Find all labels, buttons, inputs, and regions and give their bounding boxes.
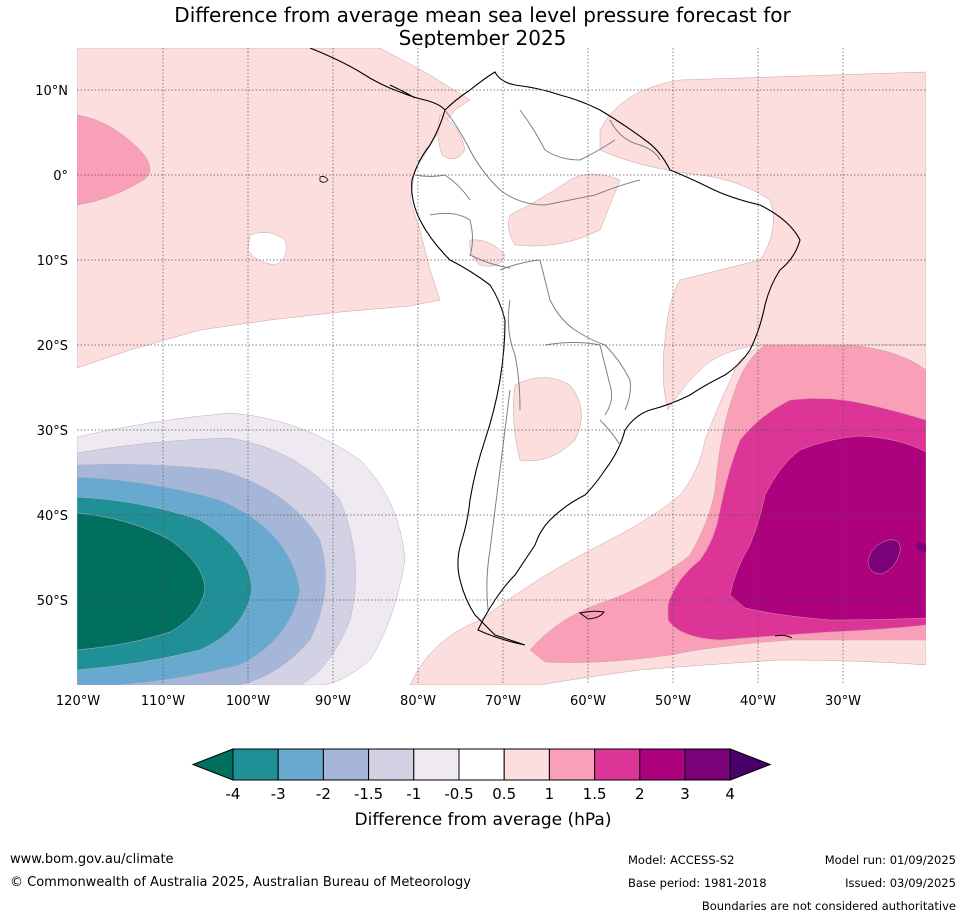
title-line-1: Difference from average mean sea level p… [174,3,791,27]
lon-label: 60°W [570,694,606,709]
colorbar-label: Difference from average (hPa) [355,810,612,830]
lon-label: 120°W [56,694,100,709]
south-georgia [774,634,793,639]
map-title: Difference from average mean sea level p… [0,4,965,50]
galapagos [319,176,329,183]
colorbar-tick-label: 3 [680,785,690,803]
lon-label: 100°W [226,694,270,709]
colorbar-tick-label: -1.5 [354,785,383,803]
colorbar-segment [277,748,324,781]
lat-label: 0° [53,169,68,184]
lat-label: 10°S [37,254,68,269]
colorbar-segment [503,748,550,781]
colorbar-extend-high [729,748,772,781]
lon-label: 40°W [740,694,776,709]
contour-pacific-north-0.5 [77,48,471,369]
colorbar-extend-low [191,748,234,781]
lat-label: 10°N [35,84,68,99]
colorbar-tick-label: -2 [316,785,331,803]
colorbar-segment [684,748,731,781]
coastline-south-america [411,71,801,646]
falkland-islands [578,610,605,620]
colorbar-tick-labels: -4 -3 -2 -1.5 -1 -0.5 0.5 1 1.5 2 3 4 [226,785,735,803]
latitude-labels: 10°N 0° 10°S 20°S 30°S 40°S 50°S [35,84,68,609]
colorbar-tick-label: 1.5 [583,785,607,803]
colorbar-segment [639,748,686,781]
colorbar-tick-label: -4 [226,785,241,803]
copyright-text: © Commonwealth of Australia 2025, Austra… [10,875,471,890]
lat-label: 20°S [37,339,68,354]
map-area [77,48,926,685]
colorbar-segment [594,748,641,781]
coastline-central-america [309,48,446,111]
lon-label: 50°W [655,694,691,709]
model-text: Model: ACCESS-S2 [628,853,735,867]
issued-text: Issued: 03/09/2025 [845,876,956,890]
colorbar-segment [458,748,505,781]
website-text: www.bom.gov.au/climate [10,852,174,867]
colorbar-tick-label: -0.5 [444,785,473,803]
colorbar [191,748,772,781]
colorbar-segment [322,748,370,781]
contour-south-3.0 [867,539,901,575]
longitude-labels: 120°W 110°W 100°W 90°W 80°W 70°W 60°W 50… [56,694,861,709]
colorbar-tick-label: -3 [271,785,286,803]
base-period-text: Base period: 1981-2018 [628,876,767,890]
colorbar-segment [413,748,460,781]
colorbar-tick-label: -1 [406,785,421,803]
colorbar-segment [548,748,596,781]
lon-label: 70°W [485,694,521,709]
country-borders [414,109,661,611]
lat-label: 50°S [37,594,68,609]
contour-pacific-1.0 [77,114,151,206]
colorbar-segment [368,748,415,781]
colorbar-tick-label: 0.5 [492,785,516,803]
boundaries-note: Boundaries are not considered authoritat… [701,899,956,913]
model-run-text: Model run: 01/09/2025 [824,853,956,867]
lon-label: 110°W [141,694,185,709]
colorbar-segment [232,748,279,781]
lon-label: 90°W [315,694,351,709]
lat-label: 30°S [37,424,68,439]
lon-label: 30°W [825,694,861,709]
lon-label: 80°W [400,694,436,709]
colorbar-tick-label: 4 [725,785,735,803]
colorbar-tick-label: 1 [545,785,555,803]
title-line-2: September 2025 [398,26,567,50]
lat-label: 40°S [37,509,68,524]
contour-south-2.0 [729,435,926,621]
graticule [77,48,926,685]
colorbar-tick-label: 2 [635,785,645,803]
contour-neg-4.0 [77,512,206,651]
